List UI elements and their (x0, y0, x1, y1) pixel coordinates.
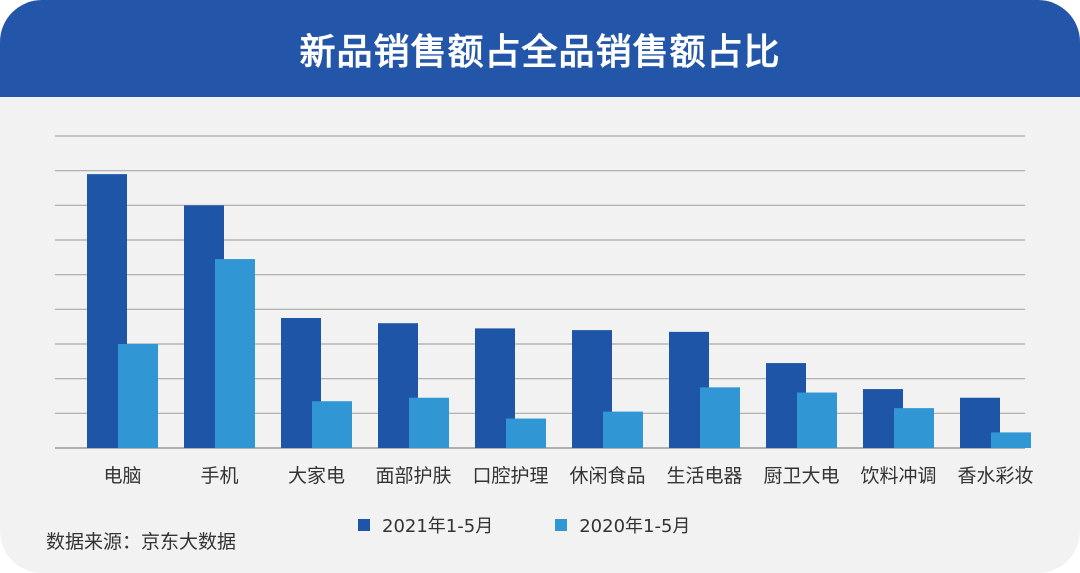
x-tick-label: 手机 (200, 465, 238, 487)
legend: 2021年1-5月 2020年1-5月 (358, 510, 752, 540)
header-bar: 新品销售额占全品销售额占比 (0, 0, 1080, 97)
x-tick-label: 电脑 (103, 465, 141, 487)
x-tick-label: 香水彩妆 (957, 465, 1033, 487)
bar-2020 (991, 432, 1031, 448)
chart-title: 新品销售额占全品销售额占比 (299, 31, 781, 73)
bar-2020 (312, 401, 352, 448)
legend-swatch-2020 (555, 519, 568, 531)
legend-label-2020: 2020年1-5月 (579, 516, 691, 537)
legend-item-2020: 2020年1-5月 (555, 512, 690, 538)
x-tick-label: 饮料冲调 (860, 465, 936, 487)
x-tick-label: 口腔护理 (472, 465, 548, 487)
bar-2020 (894, 408, 934, 448)
bar-2020 (603, 411, 643, 448)
x-tick-label: 厨卫大电 (763, 465, 839, 487)
legend-swatch-2021 (358, 519, 370, 531)
bar-2020 (700, 387, 740, 448)
data-source: 数据来源：京东大数据 (46, 531, 237, 553)
x-tick-label: 大家电 (288, 465, 345, 487)
bar-2020 (797, 392, 837, 448)
bar-2020 (215, 259, 255, 448)
x-axis-labels: 电脑 手机 大家电 面部护肤 口腔护理 休闲食品 生活电器 厨卫大电 饮料冲调 香水彩妆 (103, 465, 1033, 487)
bars (87, 174, 1031, 448)
bar-2020 (118, 344, 158, 448)
legend-label-2021: 2021年1-5月 (382, 516, 494, 537)
x-tick-label: 生活电器 (666, 465, 742, 487)
legend-item-2021: 2021年1-5月 (358, 512, 493, 538)
bar-2020 (409, 397, 449, 448)
x-tick-label: 面部护肤 (375, 465, 451, 487)
x-tick-label: 休闲食品 (569, 465, 645, 487)
bar-2020 (506, 418, 546, 448)
